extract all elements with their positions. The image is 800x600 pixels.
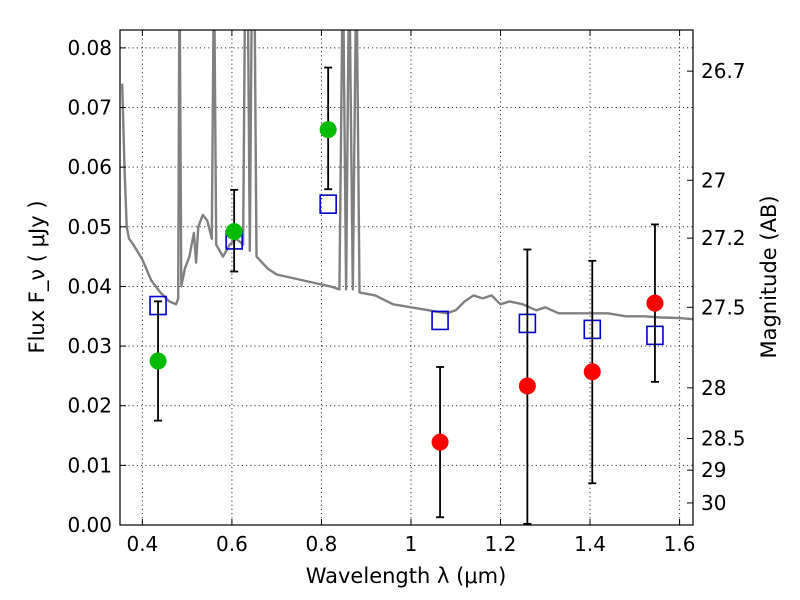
right-tick-label: 30	[701, 491, 726, 515]
plot-frame	[119, 29, 694, 526]
x-tick-label: 1.4	[574, 532, 606, 556]
x-tick-label: 1.6	[664, 532, 696, 556]
model-square-marker	[431, 310, 449, 331]
ticks	[120, 30, 693, 526]
data-point	[583, 363, 601, 381]
x-tick-label: 0.4	[126, 532, 158, 556]
tick-labels: 0.4 0.6 0.8 1 1.2 1.4 1.6 0.00 0.01 0.02 0.03 0.04 0…	[67, 36, 745, 556]
right-tick-label: 29	[701, 458, 726, 482]
right-tick-label: 28	[701, 376, 726, 400]
right-tick-label: 27.2	[701, 226, 746, 250]
y-tick-label: 0.08	[67, 36, 112, 60]
y-axis-label: Flux F_ν ( μJy )	[25, 200, 50, 353]
y-tick-label: 0.07	[67, 96, 112, 120]
data-point	[431, 433, 449, 451]
right-tick-label: 27	[701, 168, 726, 192]
right-tick-label: 26.7	[701, 59, 746, 83]
x-axis-label: Wavelength λ (μm)	[306, 564, 507, 588]
y-tick-label: 0.04	[67, 274, 112, 298]
data-point	[518, 377, 536, 395]
right-tick-label: 27.5	[701, 295, 746, 319]
model-square-marker	[319, 194, 337, 214]
right-tick-label: 28.5	[701, 427, 746, 451]
data-point	[149, 352, 167, 370]
right-axis-label: Magnitude (AB)	[757, 195, 781, 358]
y-tick-label: 0.01	[67, 453, 112, 477]
y-tick-label: 0.03	[67, 334, 112, 358]
x-tick-label: 1	[405, 532, 418, 556]
y-tick-label: 0.00	[67, 513, 112, 537]
y-tick-label: 0.06	[67, 155, 112, 179]
model-spectrum-line	[121, 30, 693, 321]
y-tick-label: 0.05	[67, 215, 112, 239]
x-tick-label: 1.2	[485, 532, 517, 556]
x-tick-label: 0.6	[216, 532, 248, 556]
data-point	[225, 223, 243, 241]
y-tick-label: 0.02	[67, 394, 112, 418]
x-tick-label: 0.8	[306, 532, 338, 556]
plot-area	[121, 30, 693, 525]
data-point	[319, 121, 337, 139]
data-point	[646, 294, 664, 312]
